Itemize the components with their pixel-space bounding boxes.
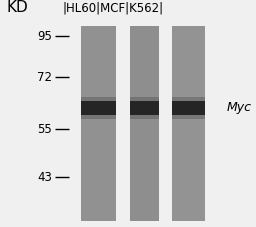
- Text: 55: 55: [37, 123, 52, 136]
- Bar: [130, 97, 159, 119]
- Bar: [130, 101, 159, 115]
- Bar: [172, 97, 205, 119]
- Bar: [81, 101, 116, 115]
- Text: Myc: Myc: [227, 101, 252, 114]
- Bar: [130, 26, 159, 221]
- Bar: [172, 101, 205, 115]
- Text: 43: 43: [37, 170, 52, 184]
- Bar: [81, 97, 116, 119]
- Bar: [172, 26, 205, 221]
- Text: 72: 72: [37, 71, 52, 84]
- Bar: [81, 26, 116, 221]
- Text: 95: 95: [37, 30, 52, 43]
- Text: KD: KD: [6, 0, 28, 15]
- Text: |HL60|MCF|K562|: |HL60|MCF|K562|: [62, 2, 163, 15]
